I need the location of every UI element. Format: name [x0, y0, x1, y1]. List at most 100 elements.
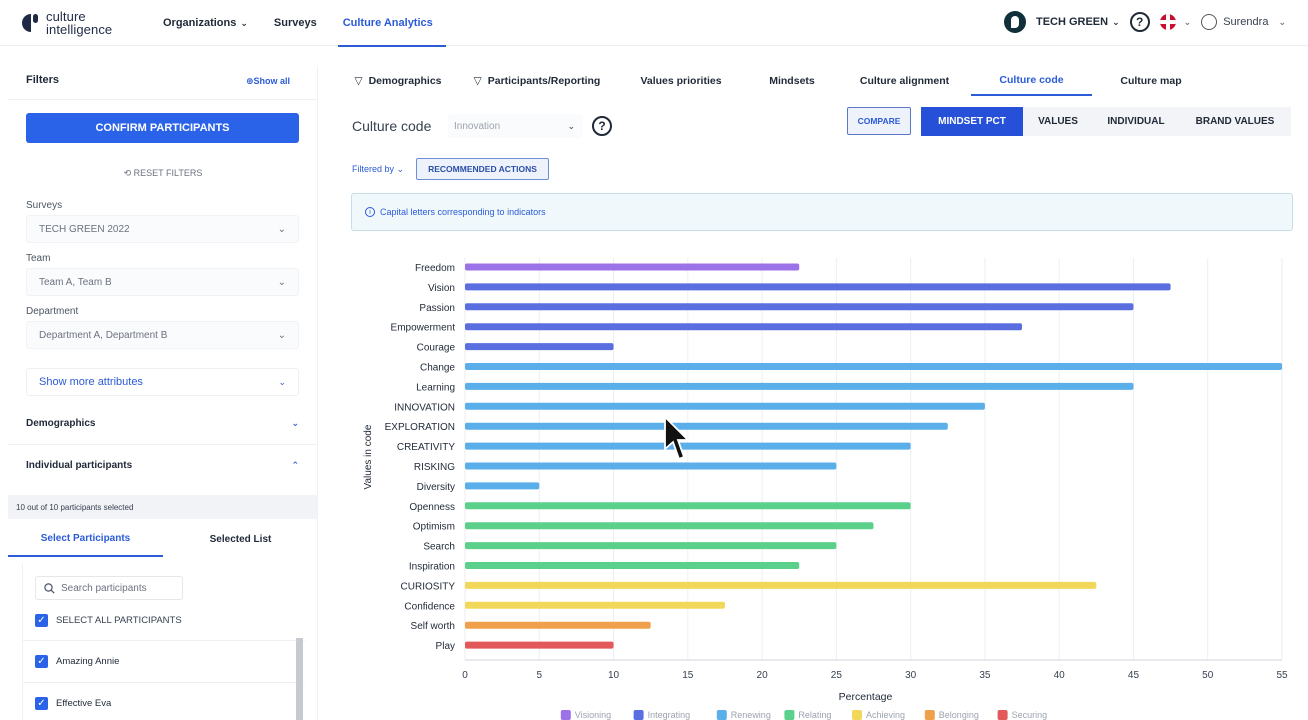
x-tick-label: 30: [905, 670, 917, 681]
list-item[interactable]: ✓ Effective Eva: [23, 682, 305, 720]
brand-line2: intelligence: [46, 22, 113, 37]
brand-line1: culture: [46, 9, 86, 24]
y-tick-label: Freedom: [415, 263, 455, 274]
org-switcher[interactable]: TECH GREEN ⌄: [1036, 16, 1120, 28]
y-tick-label: Optimism: [413, 522, 455, 533]
bar: [465, 542, 837, 550]
tab-mindsets[interactable]: Mindsets: [769, 75, 815, 87]
filter-icon: ▽: [473, 75, 482, 87]
chevron-down-icon: ⌄: [277, 329, 286, 341]
bar: [465, 422, 948, 430]
search-placeholder: Search participants: [61, 582, 147, 594]
brand-name: culture intelligence: [46, 10, 112, 36]
y-axis-title: Values in code: [363, 424, 374, 489]
segment-individual[interactable]: INDIVIDUAL: [1107, 116, 1165, 127]
participant-search-input[interactable]: Search participants: [35, 576, 183, 600]
segment-values[interactable]: VALUES: [1038, 116, 1078, 127]
help-icon[interactable]: ?: [1129, 12, 1150, 32]
segment-brand-values[interactable]: BRAND VALUES: [1195, 116, 1275, 127]
checkbox-checked-icon[interactable]: ✓: [35, 613, 48, 627]
bar: [465, 382, 1134, 390]
y-tick-label: Empowerment: [391, 323, 456, 334]
select-all-row[interactable]: ✓ SELECT ALL PARTICIPANTS: [23, 604, 305, 636]
help-icon: ?: [592, 116, 612, 136]
chevron-down-icon: ⌄: [1183, 16, 1192, 27]
legend-swatch: [852, 710, 862, 720]
tab-select-participants[interactable]: Select Participants: [8, 521, 163, 557]
filters-title: Filters: [26, 74, 60, 86]
nav-culture-analytics[interactable]: Culture Analytics: [330, 0, 446, 47]
compare-button[interactable]: COMPARE: [847, 107, 911, 135]
bar: [465, 562, 800, 569]
individual-title: Individual participants: [26, 460, 133, 471]
info-icon: i: [365, 207, 375, 217]
y-tick-label: Learning: [416, 382, 455, 393]
nav-organizations-label: Organizations: [163, 17, 237, 29]
tab-culture-code[interactable]: Culture code: [971, 66, 1092, 96]
individual-participants-section[interactable]: Individual participants ⌃: [26, 460, 299, 471]
confirm-participants-button[interactable]: CONFIRM PARTICIPANTS: [26, 113, 299, 143]
show-more-attributes[interactable]: Show more attributes ⌄: [26, 368, 299, 396]
bar: [465, 482, 540, 490]
culture-code-select[interactable]: Innovation ⌄: [448, 114, 583, 138]
tab-selected-list[interactable]: Selected List: [209, 533, 272, 545]
nav-surveys[interactable]: Surveys: [261, 0, 330, 46]
filter-icon: ▽: [354, 75, 363, 87]
y-tick-label: Inspiration: [409, 562, 455, 573]
reset-filters-button[interactable]: ⟲ RESET FILTERS: [8, 168, 317, 179]
bar: [465, 283, 1171, 291]
y-tick-label: Change: [420, 363, 455, 374]
surveys-value: TECH GREEN 2022: [39, 223, 130, 235]
participant-tabs: Select Participants Selected List: [8, 521, 317, 557]
user-avatar-icon: [1201, 14, 1218, 30]
select-all-label: SELECT ALL PARTICIPANTS: [56, 614, 182, 626]
legend-swatch: [924, 710, 935, 720]
logo-mark-icon: [22, 14, 38, 32]
language-switcher[interactable]: ⌄: [1159, 14, 1192, 30]
legend-swatch: [716, 710, 727, 720]
demographics-section[interactable]: Demographics ⌄: [26, 418, 299, 429]
x-tick-label: 25: [831, 670, 843, 681]
y-tick-label: Diversity: [417, 482, 455, 493]
culture-code-value: Innovation: [454, 120, 501, 132]
culture-code-help[interactable]: ?: [592, 116, 612, 136]
checkbox-checked-icon[interactable]: ✓: [35, 655, 48, 668]
culture-code-label: Culture code: [352, 118, 432, 134]
filtered-by-dropdown[interactable]: Filtered by ⌄: [352, 164, 405, 174]
participant-list-scrollbar[interactable]: [296, 638, 303, 720]
nav-surveys-label: Surveys: [273, 17, 317, 29]
user-menu[interactable]: Surendra ⌄: [1201, 14, 1286, 30]
mouse-cursor-icon: [664, 415, 689, 461]
tab-participants-reporting[interactable]: ▽ Participants/Reporting: [458, 66, 616, 96]
surveys-select[interactable]: TECH GREEN 2022 ⌄: [26, 215, 299, 243]
checkbox-checked-icon[interactable]: ✓: [35, 697, 48, 710]
list-item[interactable]: ✓ Amazing Annie: [23, 640, 305, 682]
y-tick-label: Search: [423, 542, 455, 553]
filters-sidebar: Filters ⊕Show all CONFIRM PARTICIPANTS ⟲…: [8, 66, 318, 720]
bar: [465, 323, 1023, 331]
department-label: Department: [26, 306, 79, 317]
legend-label: Achieving: [866, 710, 905, 720]
team-select[interactable]: Team A, Team B ⌄: [26, 268, 299, 296]
nav-organizations[interactable]: Organizations ⌄: [150, 0, 261, 46]
main-content: ▽ Demographics ▽ Participants/Reporting Va…: [338, 66, 1300, 720]
segment-mindset-pct[interactable]: MINDSET PCT: [921, 107, 1023, 136]
x-tick-label: 35: [979, 670, 991, 681]
tab-culture-alignment[interactable]: Culture alignment: [859, 75, 950, 87]
tab-demographics[interactable]: ▽ Demographics: [338, 66, 458, 96]
y-tick-label: CURIOSITY: [401, 581, 456, 592]
bar: [465, 581, 1097, 589]
team-value: Team A, Team B: [39, 276, 112, 288]
x-tick-label: 55: [1276, 670, 1288, 681]
tab-values-priorities[interactable]: Values priorities: [640, 75, 722, 87]
tab-culture-map[interactable]: Culture map: [1120, 75, 1182, 87]
department-select[interactable]: Department A, Department B ⌄: [26, 321, 299, 349]
x-tick-label: 20: [757, 670, 769, 681]
org-logo-icon: [1003, 11, 1026, 33]
y-tick-label: Self worth: [411, 621, 455, 632]
recommended-actions-button[interactable]: RECOMMENDED ACTIONS: [416, 158, 549, 180]
x-axis-title: Percentage: [839, 691, 893, 703]
brand-logo[interactable]: culture intelligence: [22, 10, 112, 36]
show-all-link[interactable]: ⊕Show all: [245, 76, 290, 86]
chevron-down-icon: ⌄: [567, 120, 575, 131]
